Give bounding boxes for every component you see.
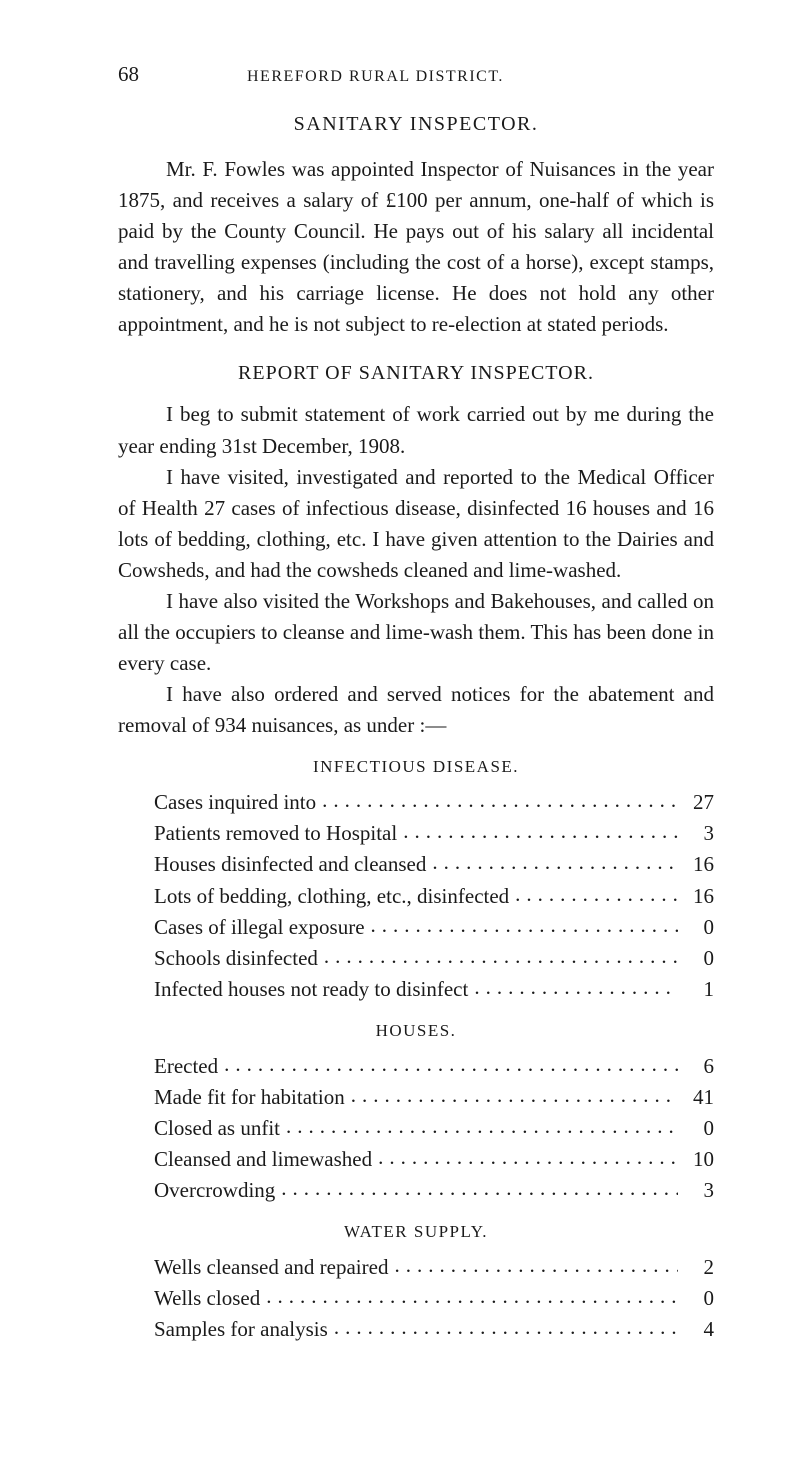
list-row: Schools disinfected 0 [118,943,714,974]
list-value: 41 [678,1082,714,1113]
list-value: 16 [678,849,714,880]
list-row: Patients removed to Hospital 3 [118,818,714,849]
list-label: Wells cleansed and repaired [154,1252,388,1283]
list-value: 6 [678,1051,714,1082]
list-heading: WATER SUPPLY. [118,1222,714,1242]
paragraph-5: I have also ordered and served notices f… [118,679,714,741]
list-label: Schools disinfected [154,943,318,974]
list-row: Wells cleansed and repaired 2 [118,1252,714,1283]
paragraph-4: I have also visited the Workshops and Ba… [118,586,714,679]
leader-dots [260,1281,678,1312]
list-label: Made fit for habitation [154,1082,345,1113]
list-value: 0 [678,912,714,943]
list-value: 0 [678,1113,714,1144]
list-heading: INFECTIOUS DISEASE. [118,757,714,777]
leader-dots [280,1111,678,1142]
list-label: Samples for analysis [154,1314,328,1345]
leader-dots [509,879,678,910]
leader-dots [328,1312,678,1343]
leader-dots [318,941,678,972]
header-line: 68 HEREFORD RURAL DISTRICT. [118,62,714,87]
list-label: Cases of illegal exposure [154,912,365,943]
list-row: Wells closed 0 [118,1283,714,1314]
list-label: Cases inquired into [154,787,316,818]
section-title-sanitary-inspector: SANITARY INSPECTOR. [118,113,714,136]
list-value: 3 [678,818,714,849]
leader-dots [218,1049,678,1080]
list-label: Wells closed [154,1283,260,1314]
list-row: Erected 6 [118,1051,714,1082]
list-label: Houses disinfected and cleansed [154,849,426,880]
list-row: Lots of bedding, clothing, etc., disinfe… [118,881,714,912]
list-value: 4 [678,1314,714,1345]
leader-dots [365,910,678,941]
leader-dots [316,785,678,816]
list-row: Cleansed and limewashed 10 [118,1144,714,1175]
paragraph-1: Mr. F. Fowles was appointed Inspector of… [118,154,714,340]
list-label: Patients removed to Hospital [154,818,397,849]
list-row: Cases inquired into 27 [118,787,714,818]
list-value: 3 [678,1175,714,1206]
leader-dots [388,1250,678,1281]
page: 68 HEREFORD RURAL DISTRICT. SANITARY INS… [0,0,800,1484]
leader-dots [275,1173,678,1204]
section-title-report: REPORT OF SANITARY INSPECTOR. [118,362,714,385]
list-value: 16 [678,881,714,912]
paragraph-2: I beg to submit statement of work carrie… [118,399,714,461]
list-label: Closed as unfit [154,1113,280,1144]
list-value: 10 [678,1144,714,1175]
leader-dots [397,816,678,847]
list-row: Overcrowding 3 [118,1175,714,1206]
list-row: Samples for analysis 4 [118,1314,714,1345]
list-value: 2 [678,1252,714,1283]
list-row: Houses disinfected and cleansed 16 [118,849,714,880]
list-row: Closed as unfit 0 [118,1113,714,1144]
list-row: Made fit for habitation 41 [118,1082,714,1113]
leader-dots [468,972,678,1003]
list-label: Lots of bedding, clothing, etc., disinfe… [154,881,509,912]
list-label: Cleansed and limewashed [154,1144,372,1175]
list-value: 0 [678,943,714,974]
list-row: Cases of illegal exposure 0 [118,912,714,943]
page-number: 68 [118,62,139,87]
list-value: 1 [678,974,714,1005]
leader-dots [426,847,678,878]
list-value: 27 [678,787,714,818]
list-label: Infected houses not ready to disinfect [154,974,468,1005]
list-heading: HOUSES. [118,1021,714,1041]
list-value: 0 [678,1283,714,1314]
running-head: HEREFORD RURAL DISTRICT. [247,68,504,86]
list-label: Overcrowding [154,1175,275,1206]
leader-dots [345,1080,678,1111]
paragraph-3: I have visited, investigated and reporte… [118,462,714,586]
list-block: INFECTIOUS DISEASE. Cases inquired into 27… [118,757,714,1345]
leader-dots [372,1142,678,1173]
list-row: Infected houses not ready to disinfect 1 [118,974,714,1005]
list-label: Erected [154,1051,218,1082]
